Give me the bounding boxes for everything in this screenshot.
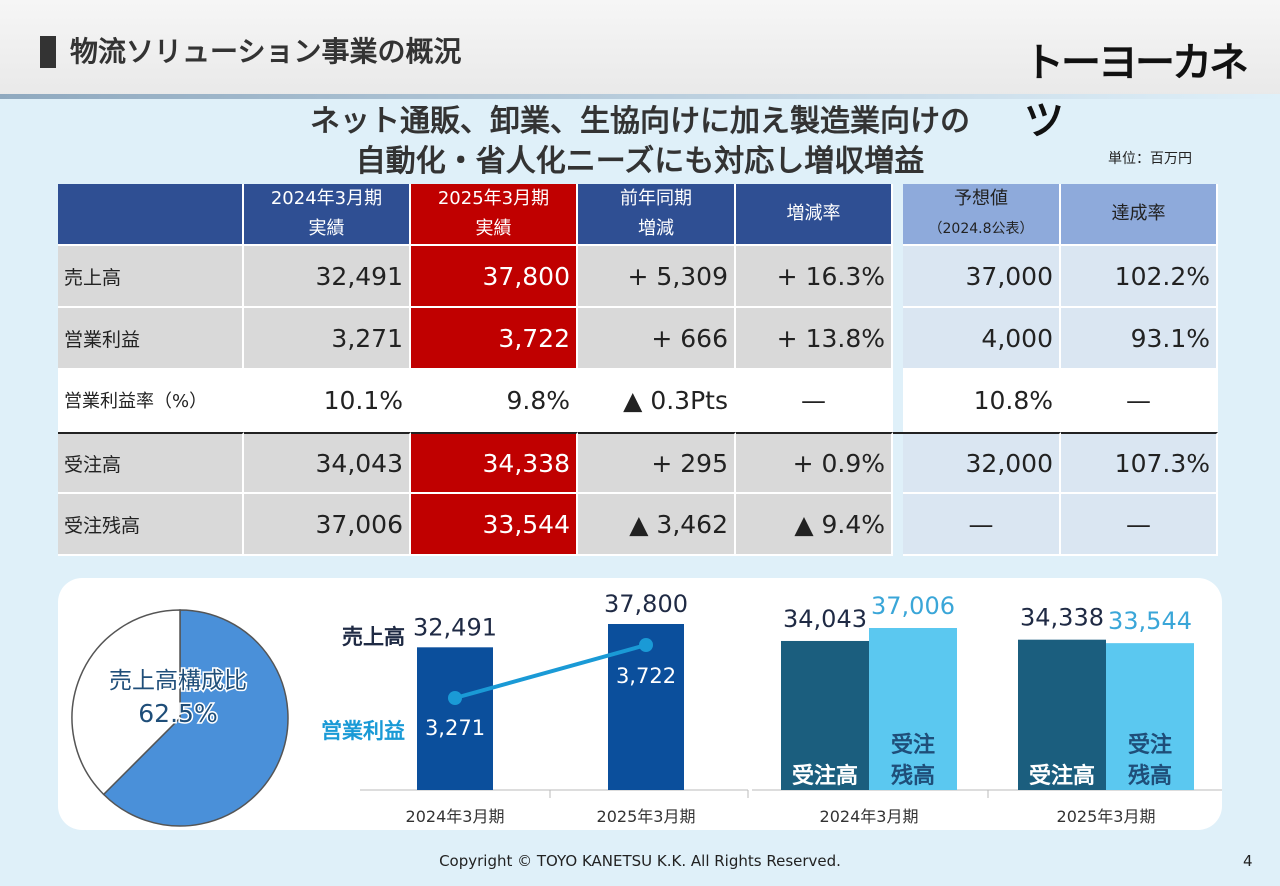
table-row: 受注残高 37,006 33,544 ▲ 3,462 ▲ 9.4% — — bbox=[58, 494, 1218, 556]
headline-line1: ネット通販、卸業、生協向けに加え製造業向けの bbox=[310, 104, 970, 139]
legend-sales: 売上高 bbox=[342, 625, 405, 649]
cell-prev: 32,491 bbox=[244, 246, 411, 308]
cell-achieve: — bbox=[1061, 370, 1218, 432]
table-row: 受注高 34,043 34,338 + 295 + 0.9% 32,000 10… bbox=[58, 432, 1218, 494]
page-title: 物流ソリューション事業の概況 bbox=[70, 35, 462, 68]
cell-curr: 34,338 bbox=[411, 432, 578, 494]
orders-bar bbox=[781, 640, 869, 790]
header bbox=[0, 0, 1280, 96]
header-forecast: 予想値 （2024.8公表） bbox=[903, 184, 1061, 246]
backlog-value-label: 33,544 bbox=[1108, 607, 1192, 635]
cell-diff: + 666 bbox=[578, 308, 736, 370]
cell-rate: ▲ 9.4% bbox=[736, 494, 893, 556]
header-diff: 前年同期 増減 bbox=[578, 184, 736, 246]
copyright: Copyright © TOYO KANETSU K.K. All Rights… bbox=[439, 852, 841, 870]
orders-bar bbox=[1018, 639, 1106, 790]
header-divider bbox=[0, 94, 1280, 99]
cell-curr: 33,544 bbox=[411, 494, 578, 556]
cell-rate: + 0.9% bbox=[736, 432, 893, 494]
cell-achieve: 102.2% bbox=[1061, 246, 1218, 308]
op-profit-line bbox=[454, 643, 647, 700]
headline-line2: 自動化・省人化ニーズにも対応し増収増益 bbox=[355, 144, 925, 179]
cell-achieve: 93.1% bbox=[1061, 308, 1218, 370]
row-label: 受注高 bbox=[58, 432, 244, 494]
title-marker bbox=[40, 36, 56, 68]
header-prev: 2024年3月期 実績 bbox=[244, 184, 411, 246]
row-label: 売上高 bbox=[58, 246, 244, 308]
backlog-bar-label: 受注 bbox=[891, 732, 935, 758]
pie-slice bbox=[71, 609, 181, 796]
cell-diff: + 5,309 bbox=[578, 246, 736, 308]
cell-rate: — bbox=[736, 370, 893, 432]
op-profit-point bbox=[639, 638, 653, 652]
cell-prev: 10.1% bbox=[244, 370, 411, 432]
pie-slice bbox=[102, 609, 289, 827]
category-label: 2025年3月期 bbox=[1057, 807, 1156, 826]
cell-rate: + 16.3% bbox=[736, 246, 893, 308]
cell-prev: 37,006 bbox=[244, 494, 411, 556]
cell-curr: 37,800 bbox=[411, 246, 578, 308]
legend-op-profit: 営業利益 bbox=[321, 719, 405, 743]
sales-value-label: 37,800 bbox=[604, 590, 688, 618]
orders-value-label: 34,043 bbox=[783, 605, 867, 633]
backlog-bar bbox=[869, 628, 957, 790]
company-logo: トーヨーカネツ bbox=[1024, 40, 1249, 144]
cell-forecast: — bbox=[903, 494, 1061, 556]
cell-prev: 3,271 bbox=[244, 308, 411, 370]
backlog-bar-label: 残高 bbox=[891, 763, 935, 789]
cell-curr: 3,722 bbox=[411, 308, 578, 370]
cell-forecast: 32,000 bbox=[903, 432, 1061, 494]
op-profit-point bbox=[448, 691, 462, 705]
cell-diff: + 295 bbox=[578, 432, 736, 494]
category-label: 2024年3月期 bbox=[820, 807, 919, 826]
op-profit-value-label: 3,271 bbox=[425, 716, 485, 740]
orders-bar-label: 受注高 bbox=[1029, 763, 1095, 789]
unit-label: 単位：百万円 bbox=[1108, 151, 1192, 167]
header-curr: 2025年3月期 実績 bbox=[411, 184, 578, 246]
backlog-value-label: 37,006 bbox=[871, 592, 955, 620]
cell-forecast: 10.8% bbox=[903, 370, 1061, 432]
page-number: 4 bbox=[1243, 852, 1253, 870]
backlog-bar bbox=[1106, 643, 1194, 790]
backlog-bar-label: 残高 bbox=[1128, 763, 1172, 789]
table-header-row: 2024年3月期 実績 2025年3月期 実績 前年同期 増減 増減率 予想値 （202… bbox=[58, 184, 1218, 246]
table-row: 営業利益率（%） 10.1% 9.8% ▲ 0.3Pts — 10.8% — bbox=[58, 370, 1218, 432]
row-label: 受注残高 bbox=[58, 494, 244, 556]
header-rate: 増減率 bbox=[736, 184, 893, 246]
op-profit-value-label: 3,722 bbox=[616, 664, 676, 688]
pie-title: 売上高構成比 bbox=[109, 668, 247, 694]
cell-forecast: 37,000 bbox=[903, 246, 1061, 308]
cell-diff: ▲ 3,462 bbox=[578, 494, 736, 556]
table-row: 営業利益 3,271 3,722 + 666 + 13.8% 4,000 93.… bbox=[58, 308, 1218, 370]
orders-bar-label: 受注高 bbox=[792, 763, 858, 789]
sales-value-label: 32,491 bbox=[413, 613, 497, 641]
row-label: 営業利益 bbox=[58, 308, 244, 370]
cell-forecast: 4,000 bbox=[903, 308, 1061, 370]
orders-value-label: 34,338 bbox=[1020, 604, 1104, 632]
table-row: 売上高 32,491 37,800 + 5,309 + 16.3% 37,000… bbox=[58, 246, 1218, 308]
cell-curr: 9.8% bbox=[411, 370, 578, 432]
cell-rate: + 13.8% bbox=[736, 308, 893, 370]
pie-value-label: 62.5% bbox=[138, 699, 217, 728]
row-label: 営業利益率（%） bbox=[58, 370, 244, 432]
header-empty bbox=[58, 184, 244, 246]
sales-bar bbox=[417, 647, 493, 790]
cell-diff: ▲ 0.3Pts bbox=[578, 370, 736, 432]
headline: ネット通販、卸業、生協向けに加え製造業向けの 自動化・省人化ニーズにも対応し増収… bbox=[0, 102, 1280, 182]
cell-prev: 34,043 bbox=[244, 432, 411, 494]
cell-achieve: 107.3% bbox=[1061, 432, 1218, 494]
backlog-bar-label: 受注 bbox=[1128, 732, 1172, 758]
cell-achieve: — bbox=[1061, 494, 1218, 556]
category-label: 2025年3月期 bbox=[597, 807, 696, 826]
header-achieve: 達成率 bbox=[1061, 184, 1218, 246]
category-label: 2024年3月期 bbox=[406, 807, 505, 826]
results-table: 2024年3月期 実績 2025年3月期 実績 前年同期 増減 増減率 予想値 （202… bbox=[58, 184, 1218, 556]
